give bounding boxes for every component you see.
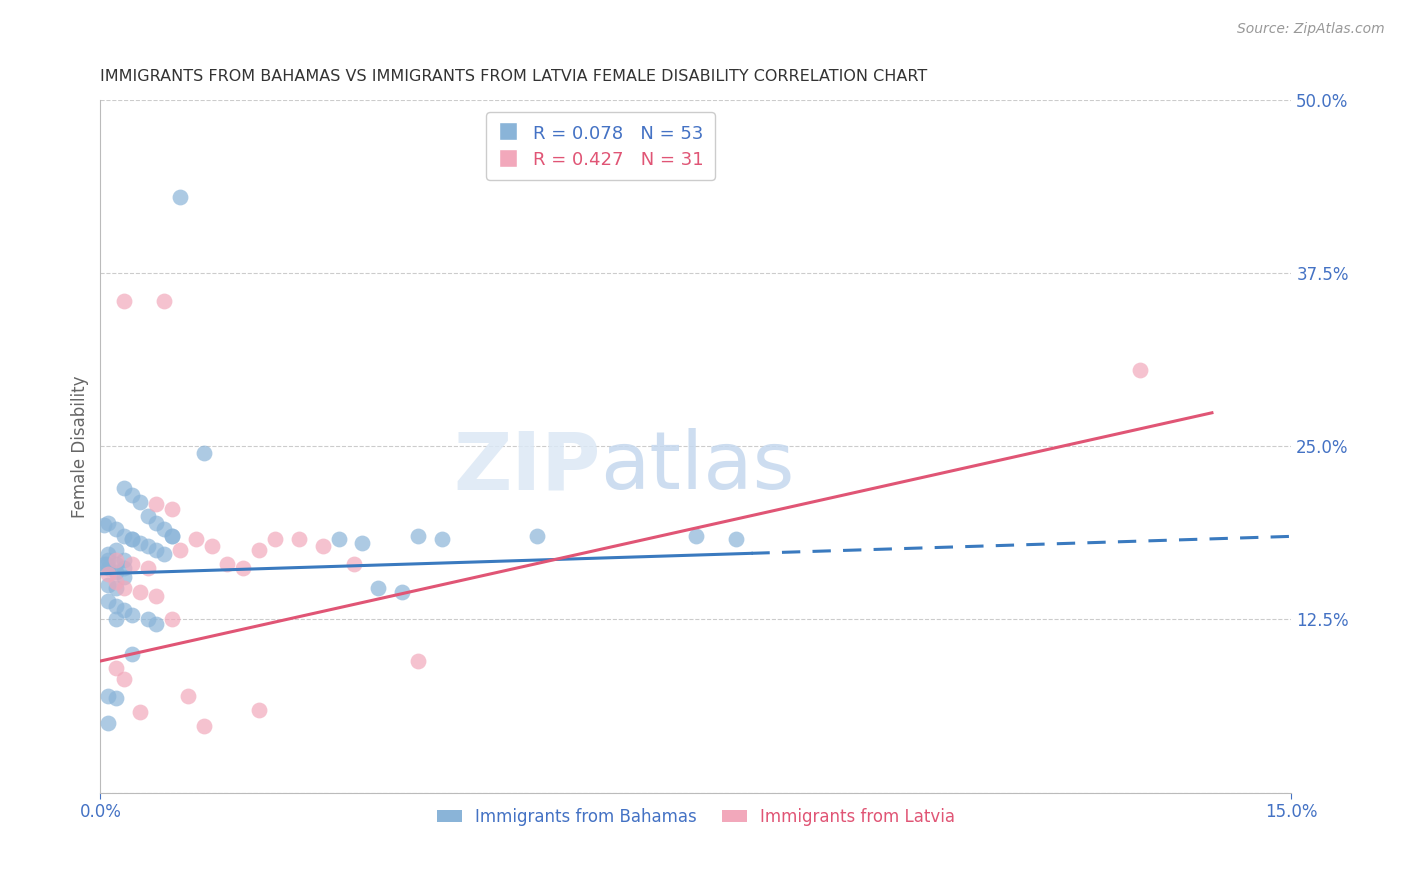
Text: atlas: atlas: [600, 428, 794, 506]
Point: [724, 532, 747, 546]
Point: [406, 529, 429, 543]
Point: [288, 532, 311, 546]
Point: [93, 518, 115, 533]
Point: [129, 494, 152, 508]
Point: [112, 293, 135, 308]
Point: [121, 532, 143, 546]
Point: [97, 516, 120, 530]
Point: [129, 584, 152, 599]
Point: [247, 543, 270, 558]
Point: [112, 481, 135, 495]
Point: [160, 529, 183, 543]
Point: [160, 501, 183, 516]
Point: [121, 608, 143, 623]
Y-axis label: Female Disability: Female Disability: [72, 375, 89, 517]
Point: [160, 529, 183, 543]
Point: [200, 539, 222, 553]
Point: [145, 516, 167, 530]
Text: Source: ZipAtlas.com: Source: ZipAtlas.com: [1237, 22, 1385, 37]
Point: [112, 553, 135, 567]
Point: [105, 599, 128, 613]
Point: [247, 702, 270, 716]
Point: [97, 566, 120, 581]
Point: [112, 561, 135, 575]
Point: [105, 523, 128, 537]
Point: [105, 566, 128, 580]
Point: [129, 536, 152, 550]
Point: [112, 529, 135, 543]
Point: [105, 543, 128, 558]
Point: [93, 557, 115, 571]
Point: [184, 532, 207, 546]
Text: IMMIGRANTS FROM BAHAMAS VS IMMIGRANTS FROM LATVIA FEMALE DISABILITY CORRELATION : IMMIGRANTS FROM BAHAMAS VS IMMIGRANTS FR…: [100, 69, 928, 84]
Point: [391, 584, 413, 599]
Point: [97, 561, 120, 575]
Point: [112, 672, 135, 686]
Point: [96, 557, 118, 571]
Point: [153, 523, 176, 537]
Point: [169, 543, 191, 558]
Point: [105, 581, 128, 595]
Point: [97, 553, 120, 567]
Point: [121, 647, 143, 661]
Point: [121, 532, 143, 546]
Point: [112, 581, 135, 595]
Point: [136, 508, 159, 523]
Point: [1129, 363, 1152, 377]
Point: [105, 612, 128, 626]
Point: [352, 536, 374, 550]
Point: [129, 706, 152, 720]
Point: [406, 654, 429, 668]
Point: [311, 539, 333, 553]
Point: [176, 689, 198, 703]
Text: ZIP: ZIP: [453, 428, 600, 506]
Point: [217, 557, 239, 571]
Point: [105, 661, 128, 675]
Point: [97, 689, 120, 703]
Point: [193, 446, 215, 460]
Point: [153, 547, 176, 561]
Point: [232, 561, 254, 575]
Point: [145, 589, 167, 603]
Point: [105, 553, 128, 567]
Point: [112, 569, 135, 583]
Point: [136, 561, 159, 575]
Point: [97, 547, 120, 561]
Point: [328, 532, 350, 546]
Point: [264, 532, 287, 546]
Point: [153, 293, 176, 308]
Point: [97, 594, 120, 608]
Point: [160, 612, 183, 626]
Point: [136, 612, 159, 626]
Point: [121, 557, 143, 571]
Point: [169, 190, 191, 204]
Point: [105, 575, 128, 590]
Point: [97, 578, 120, 592]
Point: [105, 557, 128, 571]
Point: [97, 716, 120, 731]
Point: [343, 557, 366, 571]
Point: [526, 529, 548, 543]
Legend: Immigrants from Bahamas, Immigrants from Latvia: Immigrants from Bahamas, Immigrants from…: [430, 802, 962, 833]
Point: [112, 603, 135, 617]
Point: [136, 539, 159, 553]
Point: [430, 532, 453, 546]
Point: [685, 529, 707, 543]
Point: [193, 719, 215, 733]
Point: [367, 581, 389, 595]
Point: [145, 543, 167, 558]
Point: [105, 691, 128, 706]
Point: [121, 488, 143, 502]
Point: [145, 498, 167, 512]
Point: [145, 616, 167, 631]
